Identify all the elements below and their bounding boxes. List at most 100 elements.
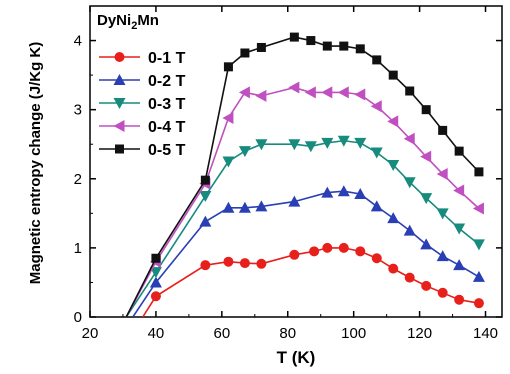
data-point [453, 259, 466, 271]
data-point [322, 41, 332, 51]
data-point [289, 249, 300, 260]
data-point [371, 253, 382, 264]
annotation-tail: Mn [137, 12, 159, 29]
series-layer [125, 32, 485, 317]
x-tick-label: 20 [82, 325, 99, 342]
series-4 [125, 32, 484, 317]
data-point [421, 280, 432, 291]
data-point [420, 193, 433, 205]
data-point [436, 208, 449, 220]
data-point [150, 291, 161, 302]
legend-marker [113, 74, 126, 85]
data-point [355, 246, 366, 257]
data-point [436, 250, 449, 262]
data-point [223, 256, 234, 267]
series-line [132, 190, 480, 317]
legend-marker [114, 52, 125, 62]
legend-entry: 0-4 T [99, 119, 186, 136]
data-point [222, 156, 235, 168]
x-tick-label: 40 [148, 325, 165, 342]
data-point [472, 202, 484, 215]
legend-entry: 0-3 T [99, 96, 186, 113]
data-point [337, 135, 350, 147]
data-point [151, 253, 161, 263]
data-point [222, 201, 235, 213]
legend-marker [113, 98, 126, 109]
data-point [388, 263, 399, 274]
legend-label: 0-1 T [148, 50, 186, 67]
data-point [304, 86, 316, 99]
legend-marker [115, 144, 124, 154]
data-point [339, 41, 349, 51]
data-point [387, 115, 399, 128]
legend-entry: 0-5 T [99, 142, 186, 159]
data-point [387, 159, 400, 171]
data-point [388, 70, 398, 80]
data-point [200, 175, 210, 185]
data-point [473, 298, 484, 309]
data-point [288, 81, 300, 94]
data-point [337, 86, 349, 99]
series-2 [125, 135, 485, 317]
data-point [304, 141, 317, 153]
y-tick-label: 0 [74, 309, 82, 326]
plot-frame [89, 5, 503, 318]
data-point [338, 242, 349, 253]
data-point [436, 167, 448, 180]
compound-annotation: DyNi2Mn [97, 12, 159, 32]
data-point [321, 86, 333, 99]
data-point [222, 111, 234, 124]
axis-ticks: 20 40 60 80 100 120 140 0 1 2 3 4 [74, 6, 502, 342]
data-point [387, 212, 400, 224]
legend-label: 0-2 T [148, 73, 186, 90]
data-point [199, 215, 212, 227]
data-point [370, 147, 383, 159]
legend: 0-1 T 0-2 T 0-3 T 0-4 T 0-5 T [99, 50, 186, 159]
legend-label: 0-3 T [148, 96, 186, 113]
data-point [354, 137, 367, 149]
data-point [322, 242, 333, 253]
y-tick-label: 3 [74, 102, 82, 119]
data-point [405, 86, 415, 96]
x-tick-label: 120 [407, 325, 432, 342]
x-tick-label: 140 [473, 325, 498, 342]
data-point [403, 132, 415, 145]
x-axis-label: T (K) [277, 348, 316, 367]
data-point [403, 224, 416, 236]
data-point [454, 294, 465, 305]
data-point [255, 139, 268, 151]
x-tick-label: 60 [213, 325, 230, 342]
data-point [200, 260, 211, 271]
data-point [256, 258, 267, 269]
data-point [420, 150, 432, 163]
data-point [306, 36, 316, 46]
data-point [238, 86, 250, 99]
data-point [472, 239, 485, 251]
data-point [404, 272, 415, 283]
data-point [355, 44, 365, 54]
legend-label: 0-4 T [148, 119, 186, 136]
data-point [370, 200, 383, 212]
data-point [454, 146, 464, 156]
data-point [239, 258, 250, 269]
data-point [238, 146, 251, 158]
data-point [149, 267, 162, 279]
data-point [199, 191, 212, 203]
data-point [255, 200, 268, 212]
data-point [240, 48, 250, 58]
series-line [125, 139, 480, 317]
y-tick-label: 2 [74, 171, 82, 188]
data-point [354, 187, 367, 199]
data-point [255, 89, 267, 102]
data-point [238, 201, 251, 213]
series-0 [142, 242, 484, 317]
x-tick-label: 80 [279, 325, 296, 342]
data-point [354, 88, 366, 101]
y-tick-label: 1 [74, 240, 82, 257]
data-point [289, 32, 299, 42]
annotation-subscript: 2 [131, 20, 137, 32]
annotation-main: DyNi [97, 12, 131, 29]
series-3 [125, 81, 484, 317]
legend-entry: 0-2 T [99, 73, 186, 90]
